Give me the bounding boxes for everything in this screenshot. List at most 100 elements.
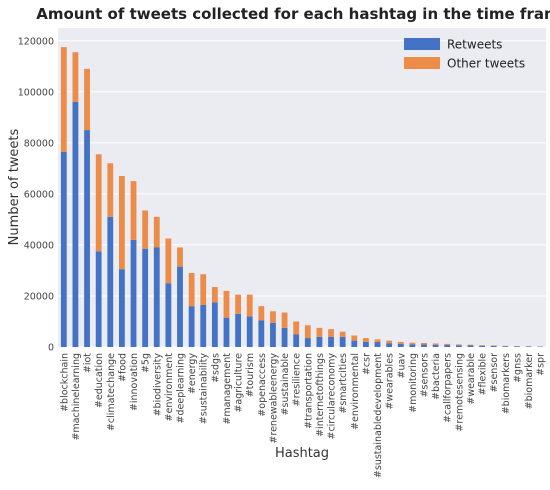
bar-segment — [386, 343, 393, 347]
x-tick-label: #energy — [187, 353, 198, 394]
bar-segment — [444, 344, 451, 347]
plot-area — [58, 28, 546, 347]
y-tick-label: 60000 — [24, 189, 54, 200]
x-tick-label: #iot — [83, 353, 94, 373]
x-tick-label: #5g — [141, 353, 152, 373]
bar-segment — [211, 287, 218, 303]
bar-segment — [107, 216, 114, 347]
bar-segment — [235, 294, 241, 314]
bar-segment — [386, 340, 393, 344]
x-tick-label: #wearables — [385, 353, 396, 410]
bar-segment — [363, 338, 369, 342]
bar-segment — [455, 344, 462, 346]
x-tick-label: #blockchain — [59, 353, 70, 412]
bar-segment — [165, 238, 172, 284]
bar-segment — [374, 339, 381, 342]
legend: Retweets Other tweets — [404, 38, 525, 71]
bar-segment — [316, 327, 323, 337]
x-tick-label: #sustainabledevelopment — [373, 353, 384, 478]
bar-segment — [130, 239, 137, 347]
y-tick-label: 100000 — [18, 87, 54, 98]
x-tick-label: #spr — [536, 353, 547, 376]
x-tick-label: #openaccess — [257, 353, 268, 417]
bar-segment — [107, 163, 114, 217]
bar-segment — [142, 248, 149, 347]
x-tick-label: #transportation — [303, 353, 314, 429]
bar-segment — [467, 345, 474, 347]
bar-segment — [363, 341, 369, 347]
bar-segment — [95, 154, 102, 252]
bar-segment — [153, 247, 160, 347]
bar-segment — [60, 47, 67, 152]
x-tick-label: #internetofthings — [315, 353, 326, 437]
y-tick-label: 0 — [48, 343, 54, 354]
x-tick-label: #renewableenergy — [268, 353, 279, 444]
x-tick-label: #sustainable — [280, 353, 291, 416]
bar-segment — [177, 247, 183, 267]
bar-segment — [84, 68, 90, 131]
bar-segment — [351, 335, 358, 341]
bar-segment — [432, 343, 439, 345]
bar-segment — [95, 251, 102, 347]
bar-segment — [455, 345, 462, 347]
y-tick-label: 80000 — [24, 138, 54, 149]
x-tick-label: #circulareconomy — [327, 353, 338, 440]
bar-segment — [316, 336, 323, 347]
x-tick-label: #csr — [361, 353, 372, 375]
y-tick-label: 120000 — [18, 36, 54, 47]
x-tick-label: #callforpapers — [443, 353, 454, 423]
x-tick-label: #wearable — [466, 353, 477, 405]
x-tick-label: #uav — [396, 353, 407, 379]
x-tick-label: #smartcities — [338, 353, 349, 414]
bar-segment — [142, 210, 149, 249]
bar-segment — [153, 216, 160, 248]
bar-segment — [258, 306, 265, 321]
bar-segment — [223, 317, 230, 347]
bar-segment — [119, 269, 125, 347]
x-tick-label: #resilience — [292, 353, 303, 406]
x-axis-ticks: #blockchain #machinelearning #iot #educatio… — [59, 353, 546, 478]
bar-segment — [281, 327, 288, 347]
bar-segment — [374, 341, 381, 347]
x-tick-label: #environmental — [350, 353, 361, 430]
x-tick-label: #machinelearning — [71, 353, 82, 441]
x-tick-label: #agriculture — [234, 353, 245, 413]
bar-segment — [304, 325, 311, 339]
x-tick-label: #innovation — [129, 353, 140, 411]
x-tick-label: #tourism — [245, 353, 256, 397]
x-tick-label: #gnss — [512, 353, 523, 383]
bar-segment — [304, 338, 311, 347]
bar-segment — [223, 290, 230, 318]
bar-segment — [432, 344, 439, 347]
x-tick-label: #food — [117, 353, 128, 382]
x-axis-label: Hashtag — [275, 446, 329, 461]
bar-segment — [281, 312, 288, 328]
bar-segment — [444, 343, 451, 345]
x-tick-label: #sdgs — [210, 353, 221, 383]
bar-segment — [188, 306, 195, 347]
x-tick-label: #biomarkers — [501, 353, 512, 414]
bar-segment — [490, 345, 497, 346]
x-tick-label: #sensors — [420, 353, 431, 397]
bar-segment — [467, 344, 474, 346]
x-tick-label: #deeplearning — [176, 353, 187, 423]
bar-segment — [479, 345, 485, 347]
bar-segment — [72, 52, 79, 103]
bar-segment — [479, 345, 485, 346]
bar-segment — [490, 345, 497, 347]
legend-swatch — [404, 38, 440, 50]
bars — [60, 47, 544, 348]
bar-segment — [119, 176, 125, 270]
bar-segment — [514, 346, 520, 347]
legend-entry: Other tweets — [447, 57, 525, 71]
x-tick-label: #climatechange — [106, 353, 117, 431]
bar-segment — [339, 336, 346, 347]
legend-swatch — [404, 57, 440, 69]
x-tick-label: #sensor — [489, 353, 500, 393]
y-tick-label: 40000 — [24, 240, 54, 251]
bar-segment — [188, 272, 195, 307]
bar-segment — [258, 320, 265, 347]
bar-segment — [409, 344, 416, 347]
bar-segment — [60, 151, 67, 347]
bar-segment — [72, 102, 79, 348]
